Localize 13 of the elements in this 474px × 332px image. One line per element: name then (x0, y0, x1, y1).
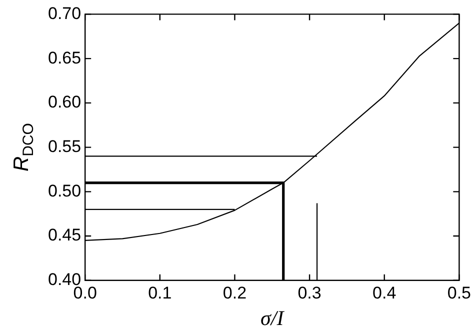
y-tick-label: 0.60 (48, 92, 82, 112)
x-tick-label: 0.1 (148, 283, 172, 302)
x-tick-label: 0.3 (298, 283, 322, 302)
y-tick-label: 0.50 (48, 181, 82, 200)
y-axis-title: RDCO (10, 123, 37, 172)
y-tick-label: 0.55 (48, 136, 82, 156)
x-axis-title: σ/I (260, 306, 285, 330)
x-tick-label: 0.4 (372, 283, 396, 302)
x-tick-label: 0.2 (222, 283, 247, 302)
y-tick-label: 0.70 (48, 4, 82, 23)
y-tick-label: 0.45 (48, 226, 82, 245)
y-tick-label: 0.65 (48, 48, 82, 68)
x-tick-label: 0.5 (447, 283, 472, 302)
